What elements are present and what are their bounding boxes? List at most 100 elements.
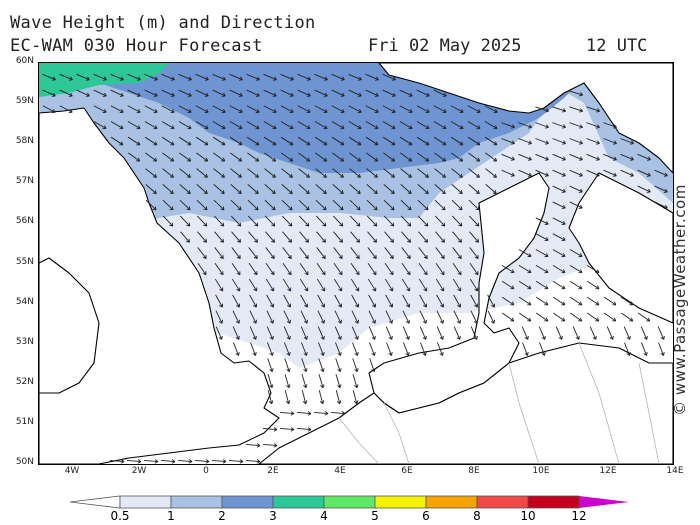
wave-arrow-head bbox=[374, 79, 379, 81]
wave-arrow bbox=[245, 459, 261, 463]
wave-arrow-head bbox=[324, 411, 329, 414]
wave-arrow-head bbox=[646, 175, 651, 177]
scale-label: 0.5 bbox=[110, 509, 129, 523]
wave-arrow-head bbox=[304, 256, 309, 259]
wave-arrow bbox=[332, 184, 344, 194]
ireland-land bbox=[39, 257, 100, 394]
wave-arrow-head bbox=[342, 125, 345, 129]
wave-arrow-head bbox=[474, 272, 479, 276]
wave-arrow bbox=[246, 73, 260, 81]
wave-arrow bbox=[299, 247, 309, 259]
wave-arrow-head bbox=[444, 108, 447, 113]
wave-arrow-head bbox=[388, 321, 393, 324]
wave-arrow-head bbox=[563, 220, 566, 225]
wave-arrow bbox=[196, 184, 208, 194]
wave-arrow bbox=[586, 106, 600, 112]
wave-arrow bbox=[624, 342, 630, 356]
wave-arrow bbox=[348, 121, 362, 129]
wave-arrow bbox=[195, 121, 209, 129]
wave-arrow-head bbox=[205, 190, 208, 194]
wave-arrow-head bbox=[121, 76, 124, 80]
wave-arrow-head bbox=[307, 157, 311, 162]
wave-arrow bbox=[229, 136, 243, 146]
wave-arrow-head bbox=[324, 190, 327, 194]
wave-arrow-head bbox=[287, 256, 292, 259]
wave-arrow-head bbox=[70, 76, 73, 80]
wave-arrow-head bbox=[119, 79, 124, 81]
scale-high-triangle bbox=[579, 496, 629, 508]
wave-arrow-head bbox=[375, 173, 378, 178]
wave-arrow bbox=[161, 73, 175, 81]
wave-arrow-head bbox=[389, 289, 393, 292]
wave-arrow bbox=[518, 153, 532, 161]
wave-arrow-head bbox=[324, 157, 328, 162]
wave-arrow-head bbox=[339, 208, 344, 211]
wave-arrow-head bbox=[171, 157, 175, 162]
wave-arrow-head bbox=[597, 124, 600, 128]
wave-arrow-head bbox=[188, 222, 191, 227]
wave-arrow-head bbox=[392, 190, 395, 194]
wave-arrow bbox=[229, 89, 243, 97]
wave-arrow bbox=[127, 136, 141, 146]
wave-arrow-head bbox=[597, 285, 600, 289]
wave-arrow bbox=[383, 184, 395, 194]
wave-arrow-head bbox=[631, 156, 634, 160]
wave-arrow bbox=[196, 199, 208, 211]
wave-arrow-head bbox=[427, 108, 430, 113]
wave-arrow bbox=[280, 89, 294, 97]
wave-arrow-head bbox=[373, 368, 376, 372]
wave-arrow bbox=[501, 122, 515, 128]
wave-arrow bbox=[468, 184, 480, 194]
wave-arrow-head bbox=[287, 289, 291, 292]
wave-arrow-head bbox=[648, 156, 651, 160]
wave-arrow-head bbox=[646, 335, 648, 340]
wave-arrow-head bbox=[169, 224, 173, 227]
wave-arrow bbox=[552, 153, 566, 161]
wave-arrow bbox=[535, 169, 549, 177]
wave-arrow-head bbox=[206, 92, 209, 97]
wave-arrow bbox=[145, 184, 157, 194]
wave-arrow-head bbox=[580, 108, 583, 112]
wave-arrow-head bbox=[307, 411, 312, 414]
wave-arrow-head bbox=[322, 240, 326, 243]
wave-arrow bbox=[213, 168, 225, 178]
wave-arrow bbox=[230, 152, 242, 162]
wave-arrow-head bbox=[155, 108, 158, 113]
wave-arrow-head bbox=[223, 125, 226, 129]
wave-arrow bbox=[603, 296, 617, 306]
wave-arrow bbox=[110, 105, 124, 113]
wave-arrow bbox=[197, 247, 207, 259]
wave-arrow bbox=[315, 215, 327, 227]
wave-arrow bbox=[281, 152, 293, 162]
wave-arrow-head bbox=[222, 461, 227, 464]
wave-arrow-head bbox=[563, 253, 566, 257]
wave-arrow-head bbox=[338, 289, 342, 292]
wave-arrow-head bbox=[221, 335, 223, 340]
wave-arrow-head bbox=[546, 301, 549, 306]
wave-arrow-head bbox=[663, 175, 668, 177]
wave-arrow-head bbox=[319, 401, 324, 405]
wave-arrow-head bbox=[529, 253, 532, 257]
wave-arrow bbox=[301, 358, 307, 372]
wave-arrow bbox=[314, 89, 328, 97]
wave-arrow-head bbox=[288, 240, 292, 243]
wave-arrow-head bbox=[626, 337, 631, 340]
wave-arrow-head bbox=[375, 190, 378, 194]
wave-arrow bbox=[586, 280, 600, 290]
longitude-label: 14E bbox=[666, 466, 684, 476]
wave-arrow bbox=[350, 231, 360, 243]
wave-arrow bbox=[282, 262, 292, 276]
wave-arrow-head bbox=[324, 413, 329, 416]
wave-arrow-head bbox=[237, 224, 241, 227]
wave-arrow bbox=[280, 136, 294, 146]
wave-arrow bbox=[315, 168, 327, 178]
wave-arrow bbox=[451, 215, 463, 227]
wave-arrow bbox=[501, 169, 515, 177]
wave-arrow-head bbox=[338, 256, 343, 259]
wave-arrow-head bbox=[375, 206, 378, 210]
wave-arrow bbox=[144, 105, 158, 113]
wave-arrow bbox=[333, 247, 343, 259]
wave-arrow bbox=[436, 326, 444, 340]
wave-map[interactable] bbox=[38, 62, 674, 465]
wave-arrow-head bbox=[441, 224, 445, 227]
